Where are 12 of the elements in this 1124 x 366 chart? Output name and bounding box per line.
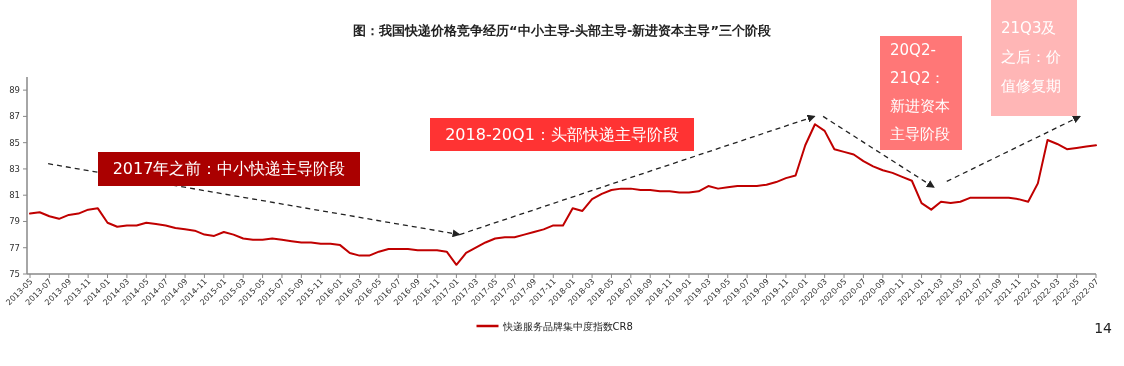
y-tick-label: 83 [9, 163, 20, 174]
y-tick-label: 75 [9, 269, 20, 279]
y-tick-label: 87 [9, 111, 20, 122]
chart-title: 图：我国快递价格竞争经历“中小主导-头部主导-新进资本主导”三个阶段 [353, 23, 772, 38]
legend-label: 快递服务品牌集中度指数CR8 [501, 320, 633, 332]
text: 14 [1094, 320, 1113, 336]
y-tick-label: 77 [9, 242, 20, 253]
legend: 快递服务品牌集中度指数CR8 [476, 320, 633, 332]
y-tick-label: 81 [9, 190, 20, 201]
y-tick-label: 89 [9, 85, 20, 96]
y-tick-label: 79 [9, 216, 20, 227]
y-tick-label: 85 [9, 137, 20, 148]
